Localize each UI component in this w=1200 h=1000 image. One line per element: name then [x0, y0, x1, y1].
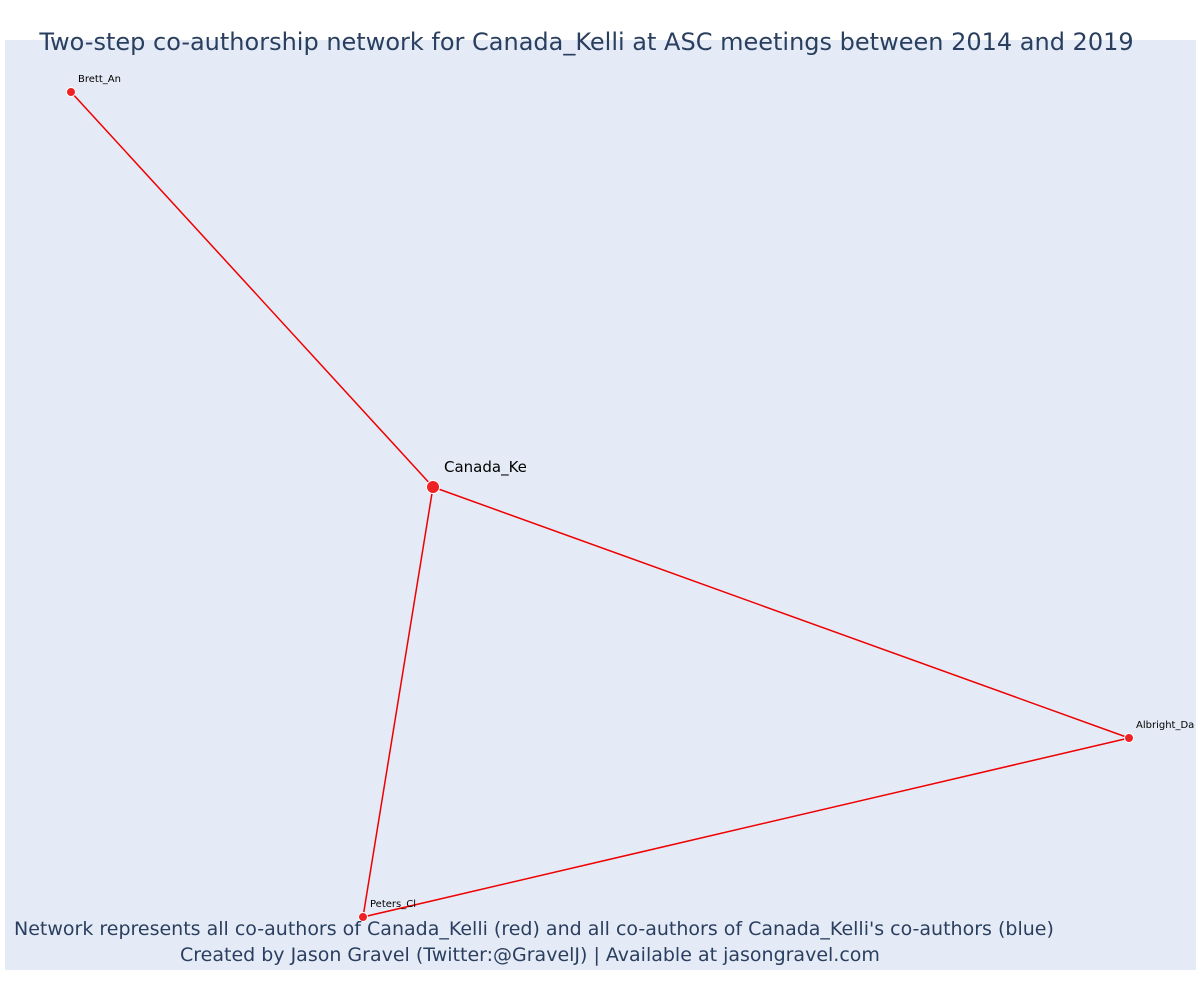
nodes-layer [66, 87, 1134, 922]
chart-title: Two-step co-authorship network for Canad… [39, 28, 1134, 56]
labels-layer: Canada_Ke Brett_An Albright_Da Peters_Cl [78, 74, 1194, 910]
node-Canada_Ke[interactable] [426, 480, 440, 494]
node-Albright_Da[interactable] [1124, 733, 1134, 743]
caption-credit: Created by Jason Gravel (Twitter:@Gravel… [180, 944, 880, 966]
node-label-Peters_Cl: Peters_Cl [370, 899, 416, 910]
plot-area [5, 40, 1196, 970]
edge-Canada_Ke-Peters_Cl [362, 486, 434, 918]
node-Brett_An[interactable] [66, 87, 76, 97]
edges-layer [70, 91, 1130, 918]
edge-Canada_Ke-Albright_Da [432, 486, 1130, 739]
node-label-Canada_Ke: Canada_Ke [444, 458, 527, 477]
caption-description: Network represents all co-authors of Can… [14, 918, 1054, 940]
node-Peters_Cl[interactable] [358, 912, 368, 922]
node-label-Brett_An: Brett_An [78, 74, 121, 85]
edge-Peters_Cl-Albright_Da [362, 737, 1130, 918]
node-label-Albright_Da: Albright_Da [1136, 720, 1194, 731]
edge-Canada_Ke-Brett_An [70, 91, 434, 488]
